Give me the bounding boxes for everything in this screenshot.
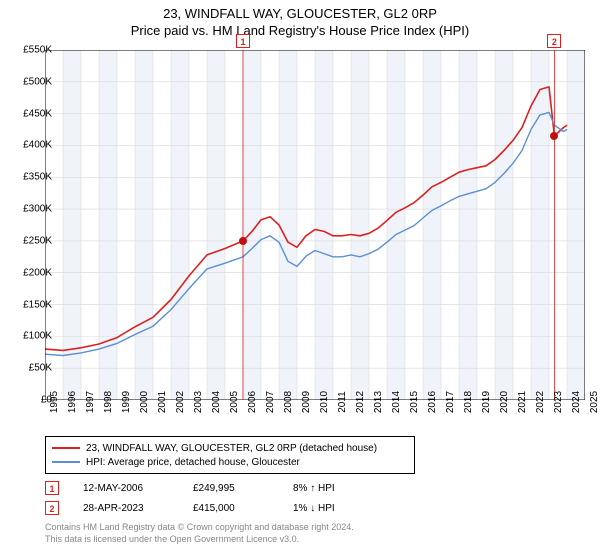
title-address: 23, WINDFALL WAY, GLOUCESTER, GL2 0RP: [0, 6, 600, 21]
y-tick-label: £350K: [12, 172, 52, 183]
x-tick-label: 2002: [175, 391, 186, 413]
legend-swatch: [52, 461, 80, 463]
event-marker: 1: [45, 481, 59, 495]
event-delta: 8% ↑ HPI: [293, 483, 393, 494]
x-tick-label: 2016: [427, 391, 438, 413]
x-tick-label: 2025: [589, 391, 600, 413]
x-tick-label: 2007: [265, 391, 276, 413]
legend-row: HPI: Average price, detached house, Glou…: [52, 455, 408, 469]
x-tick-label: 2000: [139, 391, 150, 413]
event-table: 1 12-MAY-2006£249,9958% ↑ HPI 2 28-APR-2023…: [45, 478, 393, 518]
footer-line1: Contains HM Land Registry data © Crown c…: [45, 522, 354, 534]
y-tick-label: £250K: [12, 235, 52, 246]
x-tick-label: 2020: [499, 391, 510, 413]
sale-marker-box: 2: [547, 34, 561, 48]
y-tick-label: £150K: [12, 299, 52, 310]
x-tick-label: 2003: [193, 391, 204, 413]
event-row: 2 28-APR-2023£415,0001% ↓ HPI: [45, 498, 393, 518]
x-tick-label: 1999: [121, 391, 132, 413]
legend-swatch: [52, 447, 80, 449]
x-tick-label: 2008: [283, 391, 294, 413]
x-tick-label: 1998: [103, 391, 114, 413]
chart-container: 23, WINDFALL WAY, GLOUCESTER, GL2 0RP Pr…: [0, 0, 600, 560]
chart-plot-area: [45, 50, 585, 400]
x-tick-label: 2009: [301, 391, 312, 413]
event-price: £249,995: [193, 483, 293, 494]
x-tick-label: 2019: [481, 391, 492, 413]
y-tick-label: £400K: [12, 140, 52, 151]
title-block: 23, WINDFALL WAY, GLOUCESTER, GL2 0RP Pr…: [0, 0, 600, 38]
x-tick-label: 2005: [229, 391, 240, 413]
x-tick-label: 2013: [373, 391, 384, 413]
event-row: 1 12-MAY-2006£249,9958% ↑ HPI: [45, 478, 393, 498]
x-tick-label: 2022: [535, 391, 546, 413]
legend-label: HPI: Average price, detached house, Glou…: [86, 457, 300, 468]
event-date: 28-APR-2023: [83, 503, 193, 514]
x-tick-label: 2010: [319, 391, 330, 413]
x-tick-label: 2011: [337, 391, 348, 413]
chart-svg: [45, 50, 585, 400]
y-tick-label: £100K: [12, 331, 52, 342]
x-tick-label: 2017: [445, 391, 456, 413]
x-tick-label: 1996: [67, 391, 78, 413]
legend-label: 23, WINDFALL WAY, GLOUCESTER, GL2 0RP (d…: [86, 443, 377, 454]
x-tick-label: 2012: [355, 391, 366, 413]
sale-marker-box: 1: [236, 34, 250, 48]
x-tick-label: 1997: [85, 391, 96, 413]
event-date: 12-MAY-2006: [83, 483, 193, 494]
x-tick-label: 2023: [553, 391, 564, 413]
footer-line2: This data is licensed under the Open Gov…: [45, 534, 354, 546]
y-tick-label: £550K: [12, 45, 52, 56]
y-tick-label: £500K: [12, 76, 52, 87]
y-tick-label: £300K: [12, 204, 52, 215]
y-tick-label: £200K: [12, 267, 52, 278]
footer-attribution: Contains HM Land Registry data © Crown c…: [45, 522, 354, 545]
event-price: £415,000: [193, 503, 293, 514]
x-tick-label: 2024: [571, 391, 582, 413]
sale-dot: [550, 132, 558, 140]
legend: 23, WINDFALL WAY, GLOUCESTER, GL2 0RP (d…: [45, 436, 415, 474]
event-marker: 2: [45, 501, 59, 515]
legend-row: 23, WINDFALL WAY, GLOUCESTER, GL2 0RP (d…: [52, 441, 408, 455]
x-tick-label: 2006: [247, 391, 258, 413]
x-tick-label: 2018: [463, 391, 474, 413]
y-tick-label: £0: [12, 395, 52, 406]
x-tick-label: 1995: [49, 391, 60, 413]
x-tick-label: 2021: [517, 391, 528, 413]
y-tick-label: £50K: [12, 363, 52, 374]
x-tick-label: 2004: [211, 391, 222, 413]
x-tick-label: 2015: [409, 391, 420, 413]
x-tick-label: 2001: [157, 391, 168, 413]
event-delta: 1% ↓ HPI: [293, 503, 393, 514]
sale-dot: [239, 237, 247, 245]
x-tick-label: 2014: [391, 391, 402, 413]
y-tick-label: £450K: [12, 108, 52, 119]
title-subtitle: Price paid vs. HM Land Registry's House …: [0, 23, 600, 38]
